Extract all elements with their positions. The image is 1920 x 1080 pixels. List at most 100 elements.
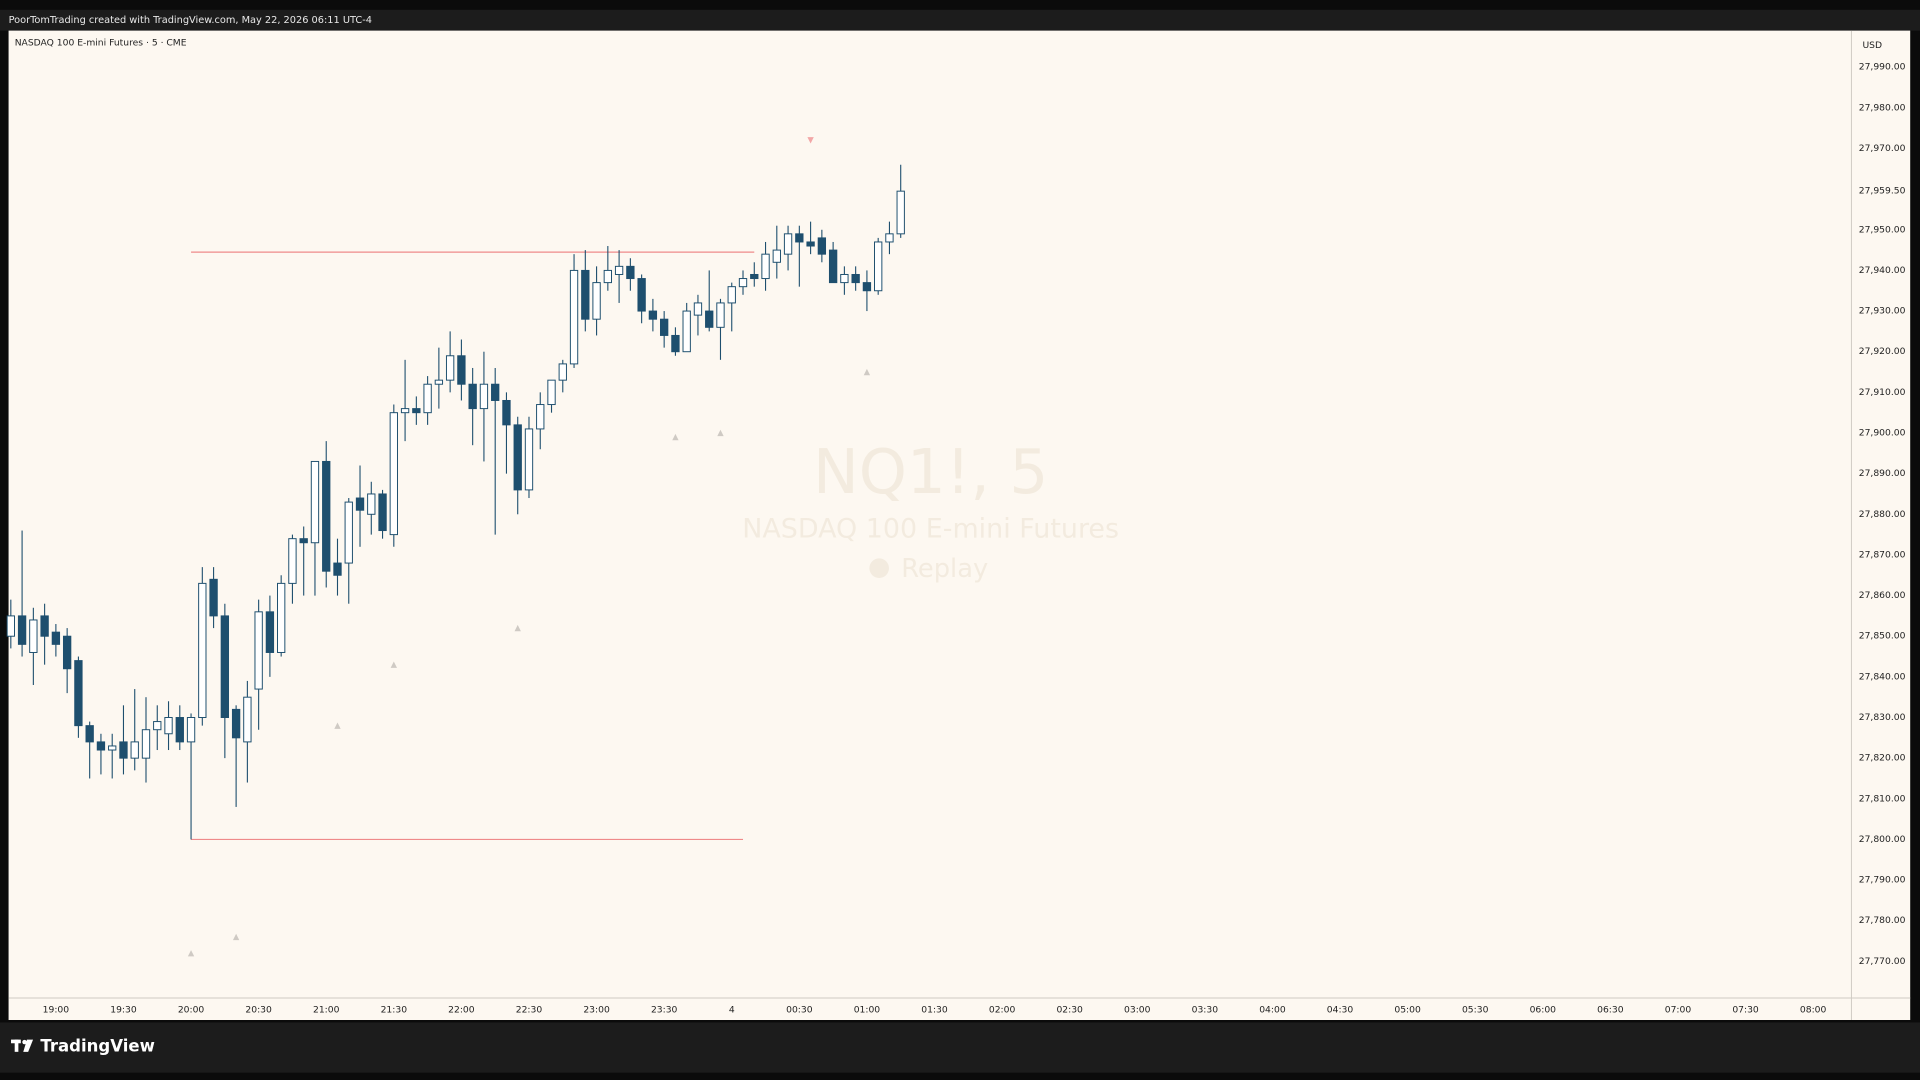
candle-body bbox=[130, 741, 139, 759]
candle-body bbox=[659, 318, 669, 336]
candle-body bbox=[772, 249, 781, 263]
x-tick-label: 03:00 bbox=[1124, 1005, 1151, 1016]
candle-body bbox=[671, 334, 680, 353]
candle-body bbox=[153, 721, 162, 731]
candle-body bbox=[524, 428, 534, 491]
candle-body bbox=[783, 233, 793, 255]
x-tick-label: 4 bbox=[729, 1005, 735, 1016]
candle-body bbox=[51, 631, 61, 645]
candle-body bbox=[840, 273, 849, 284]
candle-body bbox=[536, 404, 545, 430]
candle-body bbox=[817, 237, 827, 255]
y-tick-label: 27,910.00 bbox=[1859, 387, 1906, 398]
signal-marker bbox=[863, 368, 871, 376]
candle-body bbox=[40, 615, 49, 637]
candle-body bbox=[874, 241, 883, 292]
candle-body bbox=[322, 460, 331, 572]
candle-body bbox=[851, 273, 860, 284]
watermark-name: NASDAQ 100 E-mini Futures bbox=[742, 514, 1119, 545]
x-tick-label: 23:00 bbox=[583, 1005, 610, 1016]
candle-body bbox=[637, 278, 646, 312]
candle-body bbox=[29, 619, 38, 653]
candle-body bbox=[17, 615, 27, 645]
candle-body bbox=[355, 497, 365, 511]
y-tick-label: 27,920.00 bbox=[1859, 346, 1906, 357]
candle-body bbox=[434, 379, 444, 385]
candle-body bbox=[727, 286, 736, 304]
y-tick-label: 27,940.00 bbox=[1859, 265, 1906, 276]
candle-body bbox=[220, 615, 230, 718]
candle-body bbox=[164, 717, 173, 735]
watermark: NQ1!, 5 NASDAQ 100 E-mini Futures Replay bbox=[742, 437, 1119, 584]
x-tick-label: 04:00 bbox=[1259, 1005, 1286, 1016]
candle-body bbox=[209, 578, 218, 617]
y-tick-label: 27,830.00 bbox=[1859, 712, 1906, 723]
replay-icon bbox=[869, 558, 889, 578]
candle-body bbox=[513, 424, 522, 491]
watermark-mode: Replay bbox=[901, 554, 988, 584]
y-tick-label: 27,870.00 bbox=[1859, 549, 1906, 560]
price-axis bbox=[1851, 30, 1911, 1021]
signal-marker bbox=[390, 661, 397, 668]
candle-body bbox=[367, 493, 376, 515]
signal-marker bbox=[514, 624, 521, 632]
signal-marker bbox=[187, 950, 195, 957]
candle-body bbox=[198, 582, 207, 718]
candle-body bbox=[682, 310, 691, 353]
candle-body bbox=[581, 269, 590, 320]
candle-body bbox=[648, 310, 658, 320]
y-tick-label: 27,840.00 bbox=[1859, 671, 1906, 682]
x-tick-label: 03:30 bbox=[1192, 1005, 1219, 1016]
brand: TradingView bbox=[40, 1036, 154, 1055]
candle-body bbox=[468, 383, 477, 410]
candle-body bbox=[457, 355, 466, 385]
signal-marker bbox=[232, 933, 240, 941]
y-tick-label: 27,890.00 bbox=[1859, 468, 1906, 479]
candle-body bbox=[310, 460, 320, 544]
candle-body bbox=[62, 635, 72, 670]
x-tick-label: 06:30 bbox=[1597, 1005, 1624, 1016]
y-tick-label: 27,970.00 bbox=[1859, 143, 1906, 154]
y-tick-label: 27,780.00 bbox=[1859, 915, 1906, 926]
candle-body bbox=[445, 355, 455, 381]
candle-body bbox=[491, 383, 500, 401]
y-tick-label: 27,980.00 bbox=[1859, 102, 1906, 113]
y-tick-label: 27,930.00 bbox=[1859, 306, 1906, 317]
x-tick-label: 00:30 bbox=[786, 1005, 813, 1016]
candle-body bbox=[333, 562, 342, 576]
x-tick-label: 08:00 bbox=[1800, 1005, 1827, 1016]
x-tick-label: 19:00 bbox=[43, 1005, 70, 1016]
candle-body bbox=[85, 725, 94, 743]
candle-body bbox=[74, 660, 83, 727]
x-tick-label: 21:30 bbox=[381, 1005, 408, 1016]
y-tick-label: 27,900.00 bbox=[1859, 427, 1906, 438]
x-tick-label: 20:30 bbox=[245, 1005, 272, 1016]
candle-body bbox=[750, 273, 759, 280]
x-tick-label: 22:00 bbox=[448, 1005, 475, 1016]
x-tick-label: 07:00 bbox=[1665, 1005, 1692, 1016]
candle-body bbox=[806, 241, 815, 247]
candle-body bbox=[288, 538, 297, 584]
watermark-symbol: NQ1!, 5 bbox=[813, 437, 1048, 508]
x-tick-label: 22:30 bbox=[516, 1005, 543, 1016]
candle-body bbox=[6, 615, 15, 637]
x-tick-label: 04:30 bbox=[1327, 1005, 1354, 1016]
y-tick-label: 27,950.00 bbox=[1859, 224, 1906, 235]
candle-body bbox=[108, 745, 117, 751]
candle-body bbox=[693, 302, 703, 316]
candle-body bbox=[231, 708, 241, 739]
time-axis bbox=[8, 997, 1852, 1020]
candle-body bbox=[254, 611, 263, 690]
candle-body bbox=[299, 538, 308, 544]
candle-body bbox=[344, 501, 353, 564]
candle-body bbox=[862, 282, 872, 292]
chart-title: NASDAQ 100 E-mini Futures · 5 · CME bbox=[15, 37, 187, 48]
y-tick-label: 27,800.00 bbox=[1859, 834, 1906, 845]
candle-body bbox=[277, 582, 286, 653]
candle-body bbox=[626, 265, 635, 280]
candle-body bbox=[400, 408, 410, 414]
x-tick-label: 02:30 bbox=[1056, 1005, 1083, 1016]
candle-body bbox=[603, 269, 613, 284]
footer-bar bbox=[0, 1022, 1920, 1073]
